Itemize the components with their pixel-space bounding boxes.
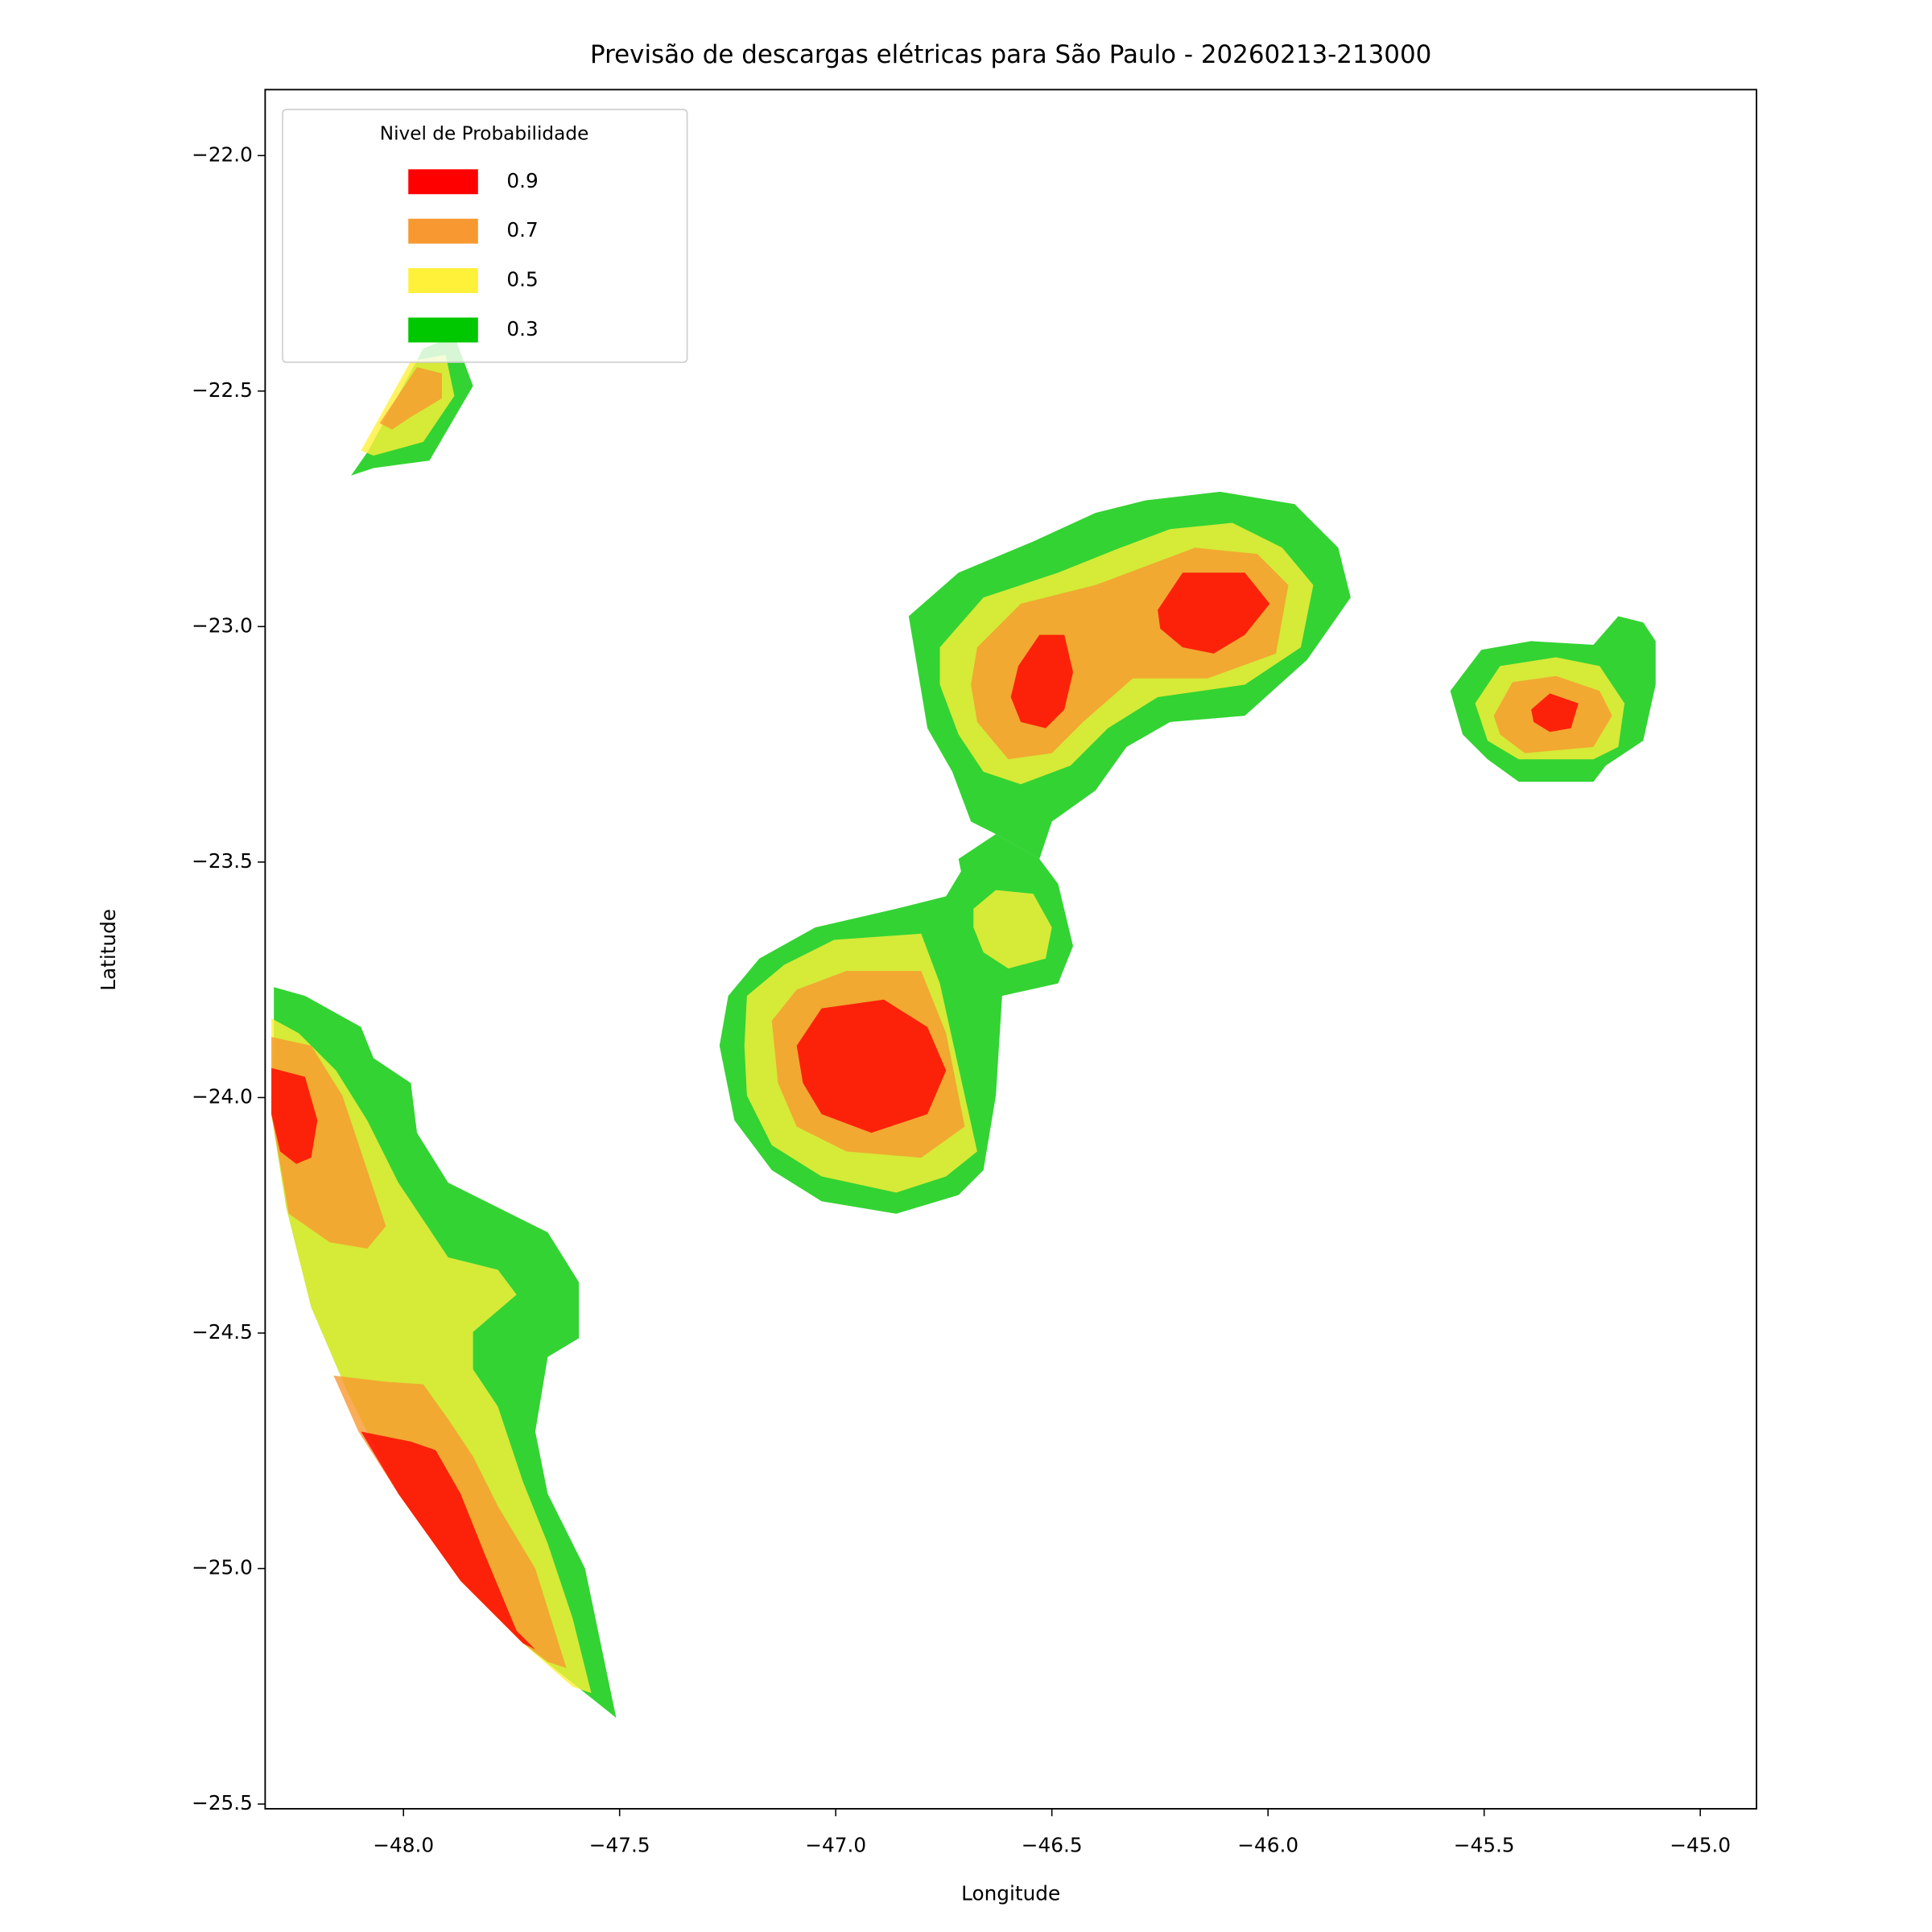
- legend-swatch: [408, 169, 478, 195]
- legend: Nivel de Probabilidade: [282, 109, 688, 363]
- x-tick-label: −47.5: [589, 1833, 650, 1856]
- legend-box: [282, 109, 688, 363]
- legend-label: 0.3: [506, 317, 538, 341]
- contour-region: [1010, 634, 1073, 729]
- x-tick-label: −45.0: [1670, 1833, 1731, 1856]
- contour-region: [1158, 572, 1270, 654]
- contour-region: [361, 1431, 535, 1649]
- legend-swatch: [408, 268, 478, 294]
- x-tick-label: −46.0: [1237, 1833, 1298, 1856]
- legend-label: 0.5: [506, 268, 538, 291]
- y-tick-label: −23.0: [192, 613, 253, 637]
- y-tick-label: −23.5: [192, 849, 253, 873]
- contour-region: [379, 367, 442, 430]
- y-axis-label: Latitude: [97, 909, 120, 991]
- contour-region: [271, 1067, 318, 1164]
- legend-swatch: [408, 218, 478, 244]
- y-tick-label: −22.0: [192, 142, 253, 166]
- y-tick-label: −24.5: [192, 1320, 253, 1344]
- y-tick-label: −25.5: [192, 1791, 253, 1814]
- legend-label: 0.9: [506, 169, 538, 192]
- x-axis-label: Longitude: [961, 1882, 1060, 1905]
- legend-title: Nivel de Probabilidade: [380, 123, 589, 145]
- plot-frame: [264, 89, 1757, 1810]
- y-tick-label: −22.5: [192, 378, 253, 402]
- x-tick-label: −47.0: [805, 1833, 866, 1856]
- x-tick-label: −46.5: [1022, 1833, 1083, 1856]
- legend-label: 0.7: [506, 218, 538, 242]
- chart-title: Previsão de descargas elétricas para São…: [590, 40, 1431, 69]
- contour-region: [796, 999, 947, 1133]
- x-tick-label: −45.5: [1454, 1833, 1515, 1856]
- contour-region: [1531, 693, 1579, 733]
- y-tick-label: −24.0: [192, 1084, 253, 1108]
- legend-swatch: [408, 317, 478, 343]
- y-tick-label: −25.0: [192, 1556, 253, 1579]
- contours: [271, 336, 1656, 1719]
- contour-region: [973, 890, 1052, 969]
- x-tick-label: −48.0: [373, 1833, 434, 1856]
